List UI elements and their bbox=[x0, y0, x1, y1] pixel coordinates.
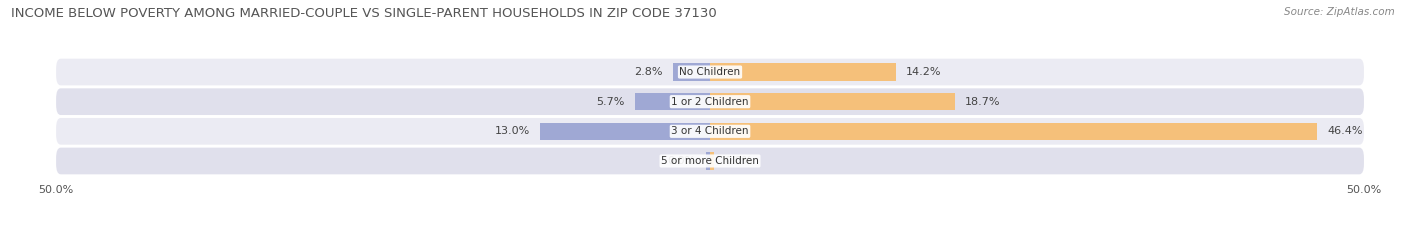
Bar bbox=[710, 63, 896, 81]
Text: 46.4%: 46.4% bbox=[1327, 126, 1362, 136]
Bar bbox=[706, 152, 710, 170]
Text: 0.0%: 0.0% bbox=[668, 156, 696, 166]
Text: 3 or 4 Children: 3 or 4 Children bbox=[671, 126, 749, 136]
Text: 5 or more Children: 5 or more Children bbox=[661, 156, 759, 166]
Text: 18.7%: 18.7% bbox=[965, 97, 1001, 107]
Text: INCOME BELOW POVERTY AMONG MARRIED-COUPLE VS SINGLE-PARENT HOUSEHOLDS IN ZIP COD: INCOME BELOW POVERTY AMONG MARRIED-COUPL… bbox=[11, 7, 717, 20]
Text: Source: ZipAtlas.com: Source: ZipAtlas.com bbox=[1284, 7, 1395, 17]
FancyBboxPatch shape bbox=[56, 148, 1364, 174]
Text: 14.2%: 14.2% bbox=[905, 67, 942, 77]
Text: 5.7%: 5.7% bbox=[596, 97, 626, 107]
Text: 2.8%: 2.8% bbox=[634, 67, 664, 77]
Bar bbox=[636, 93, 710, 110]
FancyBboxPatch shape bbox=[56, 88, 1364, 115]
Bar bbox=[710, 152, 714, 170]
Text: 1 or 2 Children: 1 or 2 Children bbox=[671, 97, 749, 107]
Text: 0.0%: 0.0% bbox=[724, 156, 752, 166]
FancyBboxPatch shape bbox=[56, 118, 1364, 145]
Text: No Children: No Children bbox=[679, 67, 741, 77]
Bar bbox=[710, 123, 1317, 140]
Text: 13.0%: 13.0% bbox=[495, 126, 530, 136]
Bar bbox=[540, 123, 710, 140]
FancyBboxPatch shape bbox=[56, 59, 1364, 85]
Bar bbox=[710, 93, 955, 110]
Bar bbox=[673, 63, 710, 81]
